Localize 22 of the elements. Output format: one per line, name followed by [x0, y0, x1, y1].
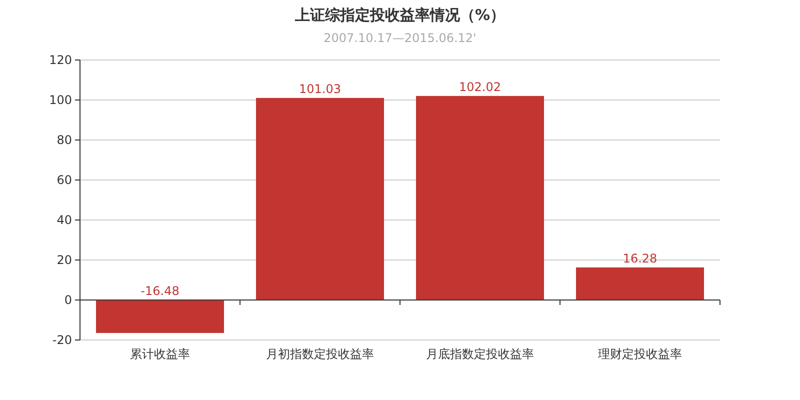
data-label: 101.03 [299, 82, 341, 96]
y-tick-label: 80 [56, 133, 72, 147]
y-tick-label: 40 [56, 213, 72, 227]
x-tick-label: 月初指数定投收益率 [266, 347, 374, 361]
chart-title: 上证综指定投收益率情况（%） [294, 6, 506, 24]
bar [576, 267, 704, 300]
y-tick-label: 20 [56, 253, 72, 267]
data-label: 16.28 [622, 251, 658, 266]
data-label: 102.02 [459, 80, 501, 94]
x-tick-label: 累计收益率 [130, 347, 190, 361]
y-tick-label: 120 [49, 53, 72, 67]
x-tick-label: 理财定投收益率 [598, 347, 682, 361]
y-tick-label: 0 [64, 293, 72, 307]
bar [256, 98, 384, 300]
y-tick-label: -20 [52, 333, 72, 347]
chart-subtitle: 2007.10.17—2015.06.12' [324, 31, 476, 45]
data-label: -16.48 [140, 284, 180, 298]
bar [416, 96, 544, 300]
x-tick-label: 月底指数定投收益率 [426, 347, 534, 361]
y-tick-label: 60 [56, 173, 72, 187]
bar [96, 300, 224, 333]
y-tick-label: 100 [49, 93, 72, 107]
